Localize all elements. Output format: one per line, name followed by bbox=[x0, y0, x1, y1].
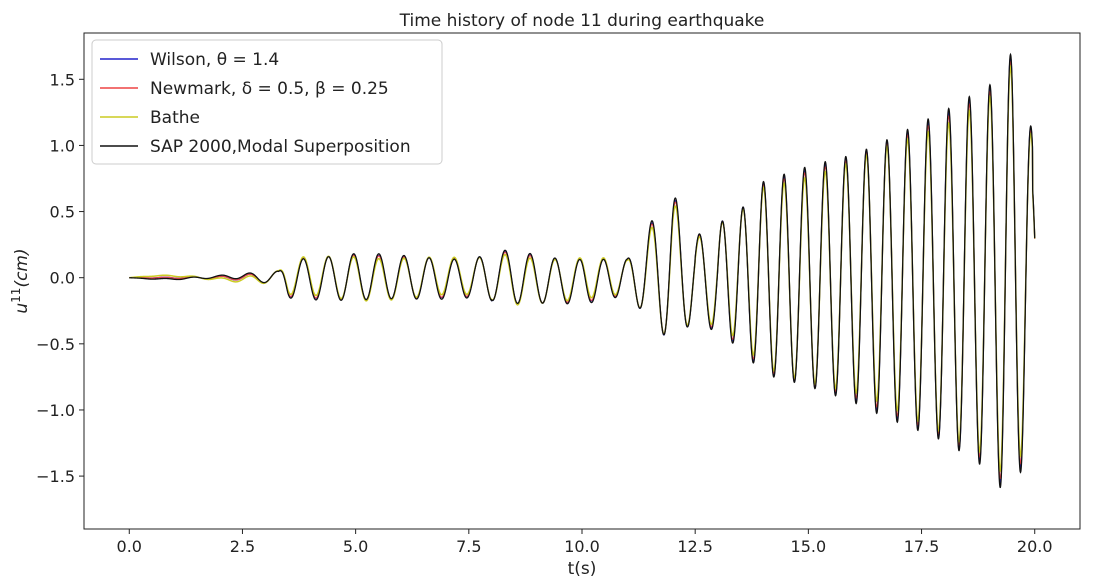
x-tick-label: 17.5 bbox=[904, 537, 940, 556]
x-axis-label: t(s) bbox=[568, 559, 597, 579]
x-tick-label: 15.0 bbox=[791, 537, 827, 556]
series-line-3 bbox=[129, 52, 1036, 489]
y-tick-label: −1.5 bbox=[36, 467, 75, 486]
legend-box bbox=[91, 39, 443, 165]
y-tick-label: 0.5 bbox=[50, 203, 75, 222]
y-tick-label: 0.0 bbox=[50, 269, 75, 288]
x-axis: 0.0 2.5 5.0 7.5 10.0 12.5 15.0 17.5 20.0 bbox=[117, 529, 1053, 556]
x-tick-label: 10.0 bbox=[564, 537, 600, 556]
y-axis: −1.5 −1.0 −0.5 0.0 0.5 1.0 1.5 bbox=[36, 70, 84, 486]
legend-label-0: Wilson, θ = 1.4 bbox=[150, 50, 279, 70]
y-tick-label: 1.5 bbox=[50, 70, 75, 89]
x-tick-label: 12.5 bbox=[677, 537, 713, 556]
x-tick-label: 2.5 bbox=[230, 537, 255, 556]
x-tick-label: 20.0 bbox=[1017, 537, 1053, 556]
legend-label-1: Newmark, δ = 0.5, β = 0.25 bbox=[150, 79, 389, 99]
legend-label-2: Bathe bbox=[150, 108, 200, 128]
y-axis-label: u11(cm) bbox=[9, 248, 32, 313]
x-tick-label: 7.5 bbox=[456, 537, 481, 556]
x-tick-label: 5.0 bbox=[343, 537, 368, 556]
y-tick-label: 1.0 bbox=[50, 136, 75, 155]
legend-label-3: SAP 2000,Modal Superposition bbox=[150, 137, 411, 157]
y-tick-label: −1.0 bbox=[36, 401, 75, 420]
x-tick-label: 0.0 bbox=[117, 537, 142, 556]
chart-title: Time history of node 11 during earthquak… bbox=[399, 11, 765, 31]
legend: Wilson, θ = 1.4 Newmark, δ = 0.5, β = 0.2… bbox=[91, 39, 443, 165]
y-tick-label: −0.5 bbox=[36, 335, 75, 354]
